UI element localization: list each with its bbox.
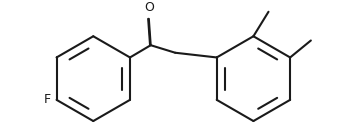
Text: F: F bbox=[44, 93, 51, 106]
Text: O: O bbox=[144, 1, 154, 14]
